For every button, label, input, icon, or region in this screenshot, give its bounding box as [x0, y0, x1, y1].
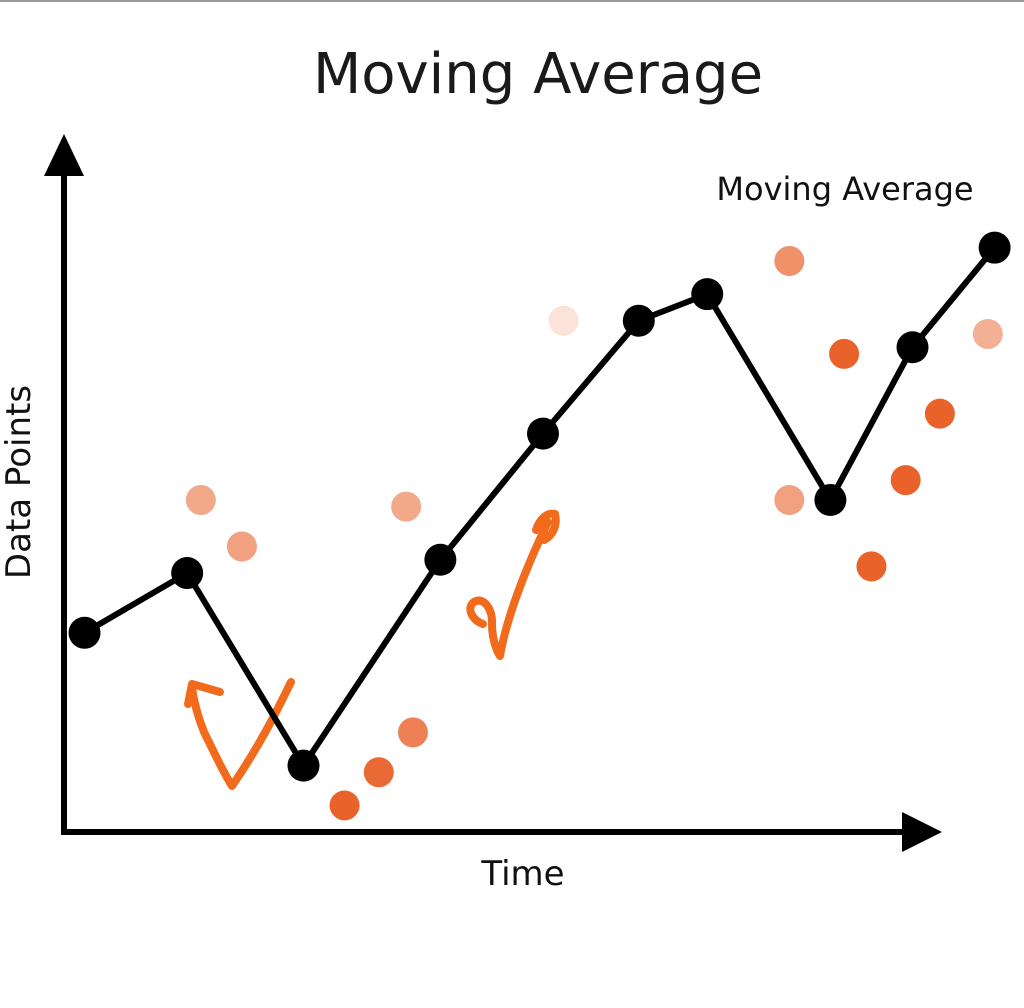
- x-axis-arrowhead: [902, 812, 942, 852]
- moving-average-point: [978, 231, 1011, 264]
- moving-average-line: [83, 245, 997, 772]
- scatter-point: [774, 485, 805, 515]
- series-label-moving-average: Moving Average: [716, 170, 973, 208]
- annotation-arrowhead: [184, 680, 224, 708]
- scatter-point: [829, 338, 860, 369]
- x-axis-label: Time: [480, 854, 564, 894]
- moving-average-point: [814, 484, 847, 516]
- moving-average-point: [68, 616, 101, 649]
- annotation-check-tip: [532, 509, 560, 544]
- scatter-point: [972, 319, 1003, 349]
- moving-average-point: [287, 749, 320, 782]
- y-axis-label: Data Points: [0, 385, 39, 579]
- moving-average-point: [622, 304, 655, 337]
- scatter-point: [363, 757, 394, 788]
- scatter-point: [890, 465, 921, 496]
- scatter-point: [924, 398, 955, 429]
- scatter-point: [391, 491, 422, 522]
- scatter-point: [185, 485, 216, 515]
- scatter-point: [397, 717, 428, 748]
- moving-average-point: [691, 278, 724, 311]
- chart-title: Moving Average: [313, 42, 763, 107]
- scatter-point: [856, 551, 887, 582]
- annotation-check-stroke: [466, 518, 552, 660]
- moving-average-point: [424, 543, 457, 576]
- y-axis-arrowhead: [44, 134, 84, 176]
- orange-annotation-marks: [184, 509, 560, 790]
- data-points-layer: [185, 245, 1003, 821]
- moving-average-point: [896, 331, 929, 364]
- scatter-point: [226, 531, 257, 562]
- scatter-point: [548, 305, 579, 336]
- moving-average-layer: [68, 231, 1011, 782]
- annotation-stroke: [188, 678, 295, 790]
- moving-average-point: [527, 417, 559, 450]
- scatter-point: [774, 245, 805, 276]
- top-border: [0, 0, 1024, 2]
- moving-average-point: [171, 557, 204, 590]
- scatter-point: [329, 790, 360, 821]
